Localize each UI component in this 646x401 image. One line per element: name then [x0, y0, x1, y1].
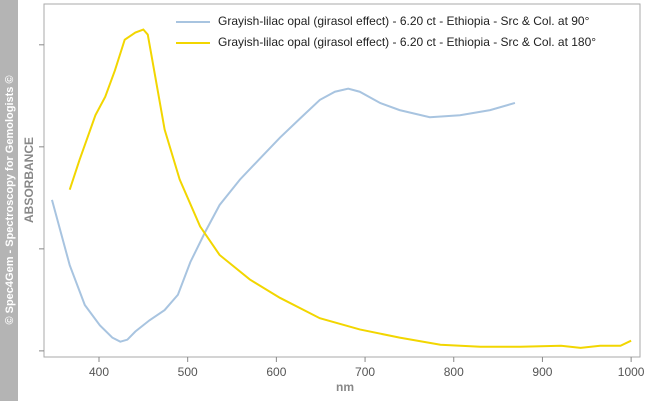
x-tick-label: 700: [355, 365, 375, 379]
x-tick-label: 500: [178, 365, 198, 379]
data-line: [51, 87, 516, 343]
y-axis-label: ABSORBANCE: [22, 137, 36, 223]
legend-label: Grayish-lilac opal (girasol effect) - 6.…: [218, 35, 596, 49]
x-tick-label: 1000: [618, 365, 645, 379]
legend-label: Grayish-lilac opal (girasol effect) - 6.…: [218, 14, 590, 28]
watermark: © Spec4Gem - Spectroscopy for Gemologist…: [4, 75, 16, 324]
data-line: [68, 28, 632, 349]
x-tick-label: 400: [89, 365, 109, 379]
x-axis-label: nm: [336, 380, 354, 394]
x-tick-label: 600: [266, 365, 286, 379]
x-tick-label: 900: [532, 365, 552, 379]
sidebar: [0, 0, 18, 401]
x-tick-label: 800: [444, 365, 464, 379]
plot-frame: [43, 3, 641, 358]
